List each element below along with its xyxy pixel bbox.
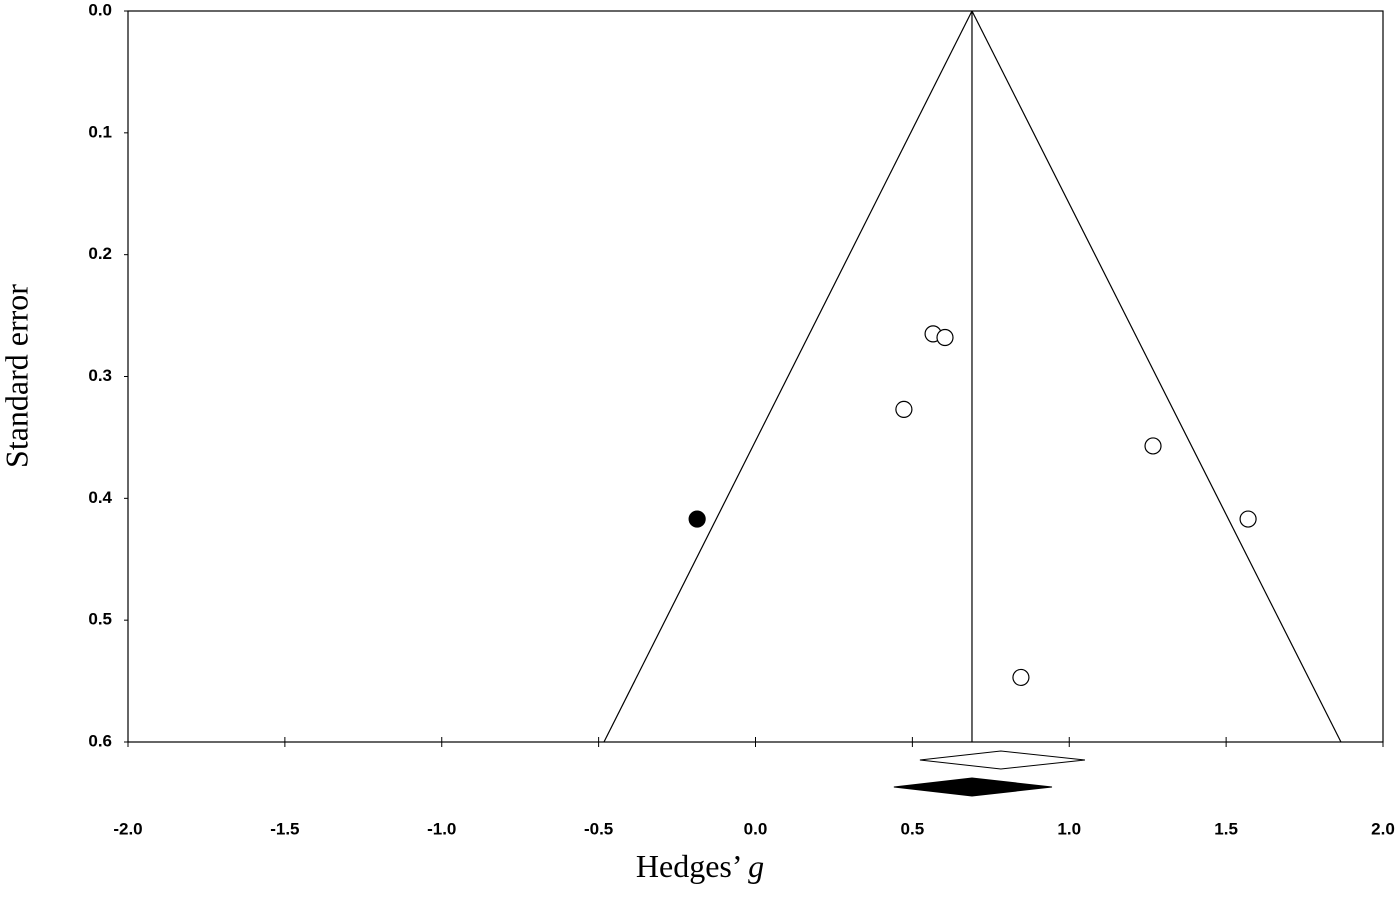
y-tick-label: 0.3 <box>88 366 112 385</box>
study-point <box>1144 437 1162 455</box>
y-tick-label: 0.0 <box>88 0 112 19</box>
funnel-right <box>971 10 1342 743</box>
plot-frame <box>127 10 1384 743</box>
x-axis-label: Hedges’ g <box>636 848 764 884</box>
x-axis-label-text: Hedges’ <box>636 848 740 884</box>
study-point <box>895 400 913 418</box>
study-point <box>1239 510 1257 528</box>
y-tick-label: 0.4 <box>88 488 112 507</box>
y-tick-label: 0.1 <box>88 122 112 141</box>
y-tick-label: 0.2 <box>88 244 112 263</box>
y-tick-label: 0.6 <box>88 731 112 750</box>
x-tick-label: 1.5 <box>1214 819 1238 838</box>
x-tick-label: -2.0 <box>113 819 142 838</box>
study-point <box>1012 668 1030 687</box>
y-tick-label: 0.5 <box>88 610 112 629</box>
x-tick-label: 0.5 <box>901 819 925 838</box>
x-tick-label: 1.0 <box>1057 819 1081 838</box>
x-tick-label: -1.5 <box>270 819 299 838</box>
y-axis-label: Standard error <box>0 284 34 468</box>
x-tick-label: -0.5 <box>584 819 613 838</box>
study-point <box>688 510 706 528</box>
x-tick-label: 0.0 <box>744 819 768 838</box>
funnel-left <box>603 10 973 743</box>
summary-diamond <box>919 750 1085 770</box>
x-tick-label: -1.0 <box>427 819 456 838</box>
summary-diamond <box>893 777 1053 797</box>
x-tick-label: 2.0 <box>1371 819 1395 838</box>
x-axis-variable: g <box>748 848 764 884</box>
study-point <box>936 328 954 347</box>
